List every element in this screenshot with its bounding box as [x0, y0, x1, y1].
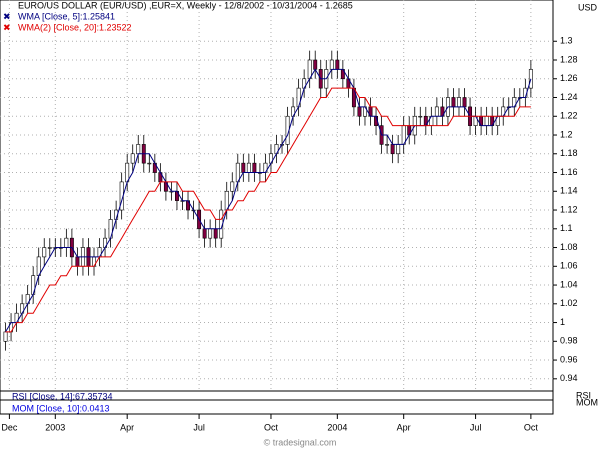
x-tick-label: Jul	[470, 422, 482, 432]
legend-entry: WMA(2) [Close, 20]:1.23522	[18, 22, 132, 32]
panel-label: RSI	[576, 390, 591, 400]
unit-label: USD	[578, 2, 598, 12]
x-tick-label: 2003	[45, 422, 65, 432]
y-tick-label: 0.98	[560, 336, 578, 346]
y-tick-label: 1.16	[560, 167, 578, 177]
candle-body	[208, 228, 213, 239]
y-tick-label: 1.28	[560, 54, 578, 64]
candle-body	[47, 247, 52, 249]
y-tick-label: 1.06	[560, 261, 578, 271]
candle-body	[335, 59, 340, 70]
candle-body	[385, 144, 390, 146]
indicator-line	[5, 68, 532, 333]
candle-body	[357, 106, 362, 117]
candle-body	[484, 115, 489, 126]
x-tick-label: Dec	[1, 422, 18, 432]
y-tick-label: 1.24	[560, 92, 578, 102]
candle-body	[202, 228, 207, 239]
candle-body	[130, 153, 135, 164]
y-tick-label: 1	[560, 317, 565, 327]
y-tick-label: 0.96	[560, 354, 578, 364]
y-tick-label: 1.02	[560, 298, 578, 308]
legend-icon: ✖	[3, 22, 11, 32]
candle-body	[3, 331, 8, 342]
y-tick-label: 1.14	[560, 186, 578, 196]
y-tick-label: 1.22	[560, 111, 578, 121]
panel-legend: MOM [Close, 10]:0.0413	[12, 403, 110, 413]
y-tick-label: 1.04	[560, 279, 578, 289]
mom-panel	[0, 399, 554, 415]
x-tick-label: 2004	[327, 422, 347, 432]
candle-body	[528, 69, 533, 89]
plot-frame	[0, 0, 554, 392]
candle-body	[396, 144, 401, 155]
candle-body	[230, 181, 235, 192]
panel-label: MOM	[576, 397, 598, 407]
candle-body	[64, 237, 69, 248]
candle-body	[136, 144, 141, 155]
candle-body	[418, 115, 423, 118]
x-tick-label: Jul	[193, 422, 205, 432]
y-tick-label: 1.12	[560, 204, 578, 214]
x-tick-label: Apr	[397, 422, 411, 432]
x-tick-label: Oct	[524, 422, 539, 432]
y-tick-label: 1.26	[560, 73, 578, 83]
y-tick-label: 1.3	[560, 36, 573, 46]
candle-body	[252, 162, 257, 173]
candle-body	[213, 228, 218, 239]
chart-title: EURO/US DOLLAR (EUR/USD) ,EUR=X, Weekly …	[18, 0, 353, 10]
y-tick-label: 1.2	[560, 129, 573, 139]
candle-body	[75, 256, 80, 267]
candle-body	[246, 162, 251, 173]
candle-body	[147, 162, 152, 165]
panel-legend: RSI [Close, 14]:67.35734	[12, 391, 113, 401]
indicator-line	[5, 87, 531, 333]
candle-body	[462, 97, 467, 108]
candle-body	[241, 162, 246, 173]
legend-entry: WMA [Close, 5]:1.25841	[18, 11, 115, 21]
y-tick-label: 0.94	[560, 373, 578, 383]
footer: © tradesignal.com	[264, 437, 337, 447]
candle-body	[451, 97, 456, 108]
candle-body	[390, 144, 395, 155]
x-tick-label: Apr	[120, 422, 134, 432]
y-tick-label: 1.08	[560, 242, 578, 252]
candle-body	[313, 59, 318, 70]
candle-body	[329, 59, 334, 70]
legend-icon: ✖	[3, 11, 11, 21]
candle-body	[42, 247, 47, 258]
candle-body	[434, 106, 439, 117]
x-tick-label: Oct	[264, 422, 279, 432]
y-tick-label: 1.1	[560, 223, 573, 233]
y-tick-label: 1.18	[560, 148, 578, 158]
candle-body	[457, 97, 461, 108]
